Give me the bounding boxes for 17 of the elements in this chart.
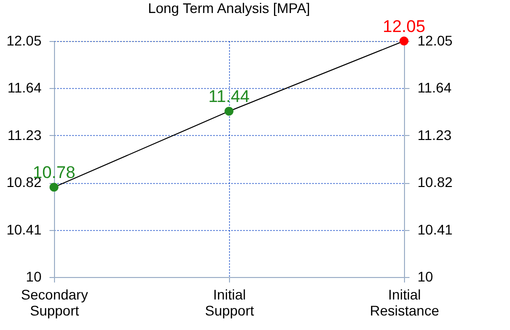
point xyxy=(50,182,58,192)
y2-tick-label: 10 xyxy=(418,268,434,284)
chart-title: Long Term Analysis [MPA] xyxy=(148,0,310,16)
y-tick-label: 10 xyxy=(26,268,42,284)
y2-tick-label: 11.23 xyxy=(418,126,452,143)
y-tick-label: 11.23 xyxy=(8,126,42,143)
y2-tick-label: 11.64 xyxy=(418,80,452,96)
x-tick-label: Initial Support xyxy=(204,286,254,318)
y-tick-label: 10.41 xyxy=(6,221,42,238)
y-tick-label: 11.64 xyxy=(8,80,42,96)
y2-tick-label: 10.41 xyxy=(418,221,453,238)
y2-tick-label: 10.82 xyxy=(418,174,453,190)
x-tick-label: Initial Resistance xyxy=(370,286,440,318)
x-tick-label: Secondary Support xyxy=(21,286,88,318)
y-tick-label: 12.05 xyxy=(6,32,42,48)
point xyxy=(224,106,234,116)
data-label: 11.44 xyxy=(208,87,250,106)
